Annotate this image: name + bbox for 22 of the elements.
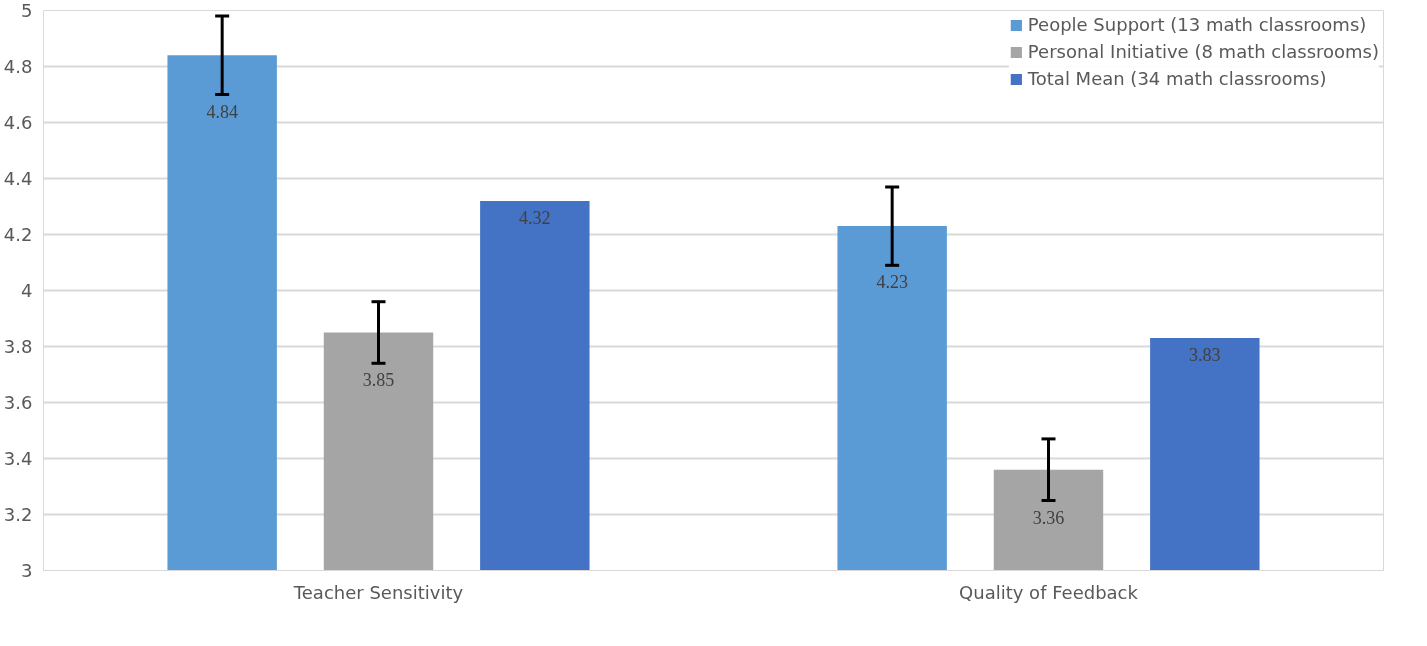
data-label: 3.85: [362, 370, 395, 391]
y-tick-label: 4: [21, 280, 33, 301]
y-tick-label: 4.4: [3, 168, 33, 189]
data-label: 3.83: [1189, 345, 1221, 366]
data-label: 4.23: [876, 272, 908, 293]
data-label: 3.36: [1032, 507, 1065, 528]
y-tick-label: 3.4: [3, 448, 33, 469]
x-tick-label: Teacher Sensitivity: [292, 581, 464, 603]
data-label: 4.32: [519, 207, 551, 228]
y-tick-label: 3.2: [3, 504, 33, 525]
y-tick-label: 3.6: [3, 392, 33, 413]
data-label: 4.84: [206, 101, 238, 122]
legend-label: Personal Initiative (8 math classrooms): [1027, 41, 1379, 62]
x-tick-label: Quality of Feedback: [959, 581, 1139, 603]
y-tick-label: 3.8: [3, 336, 33, 357]
y-tick-label: 4.6: [3, 112, 33, 133]
y-tick-label: 5: [21, 0, 33, 21]
legend-label: Total Mean (34 math classrooms): [1027, 68, 1327, 89]
y-tick-label: 4.8: [3, 56, 33, 77]
legend-label: People Support (13 math classrooms): [1027, 14, 1367, 35]
y-tick-label: 3: [21, 560, 33, 581]
y-tick-label: 4.2: [3, 224, 33, 245]
